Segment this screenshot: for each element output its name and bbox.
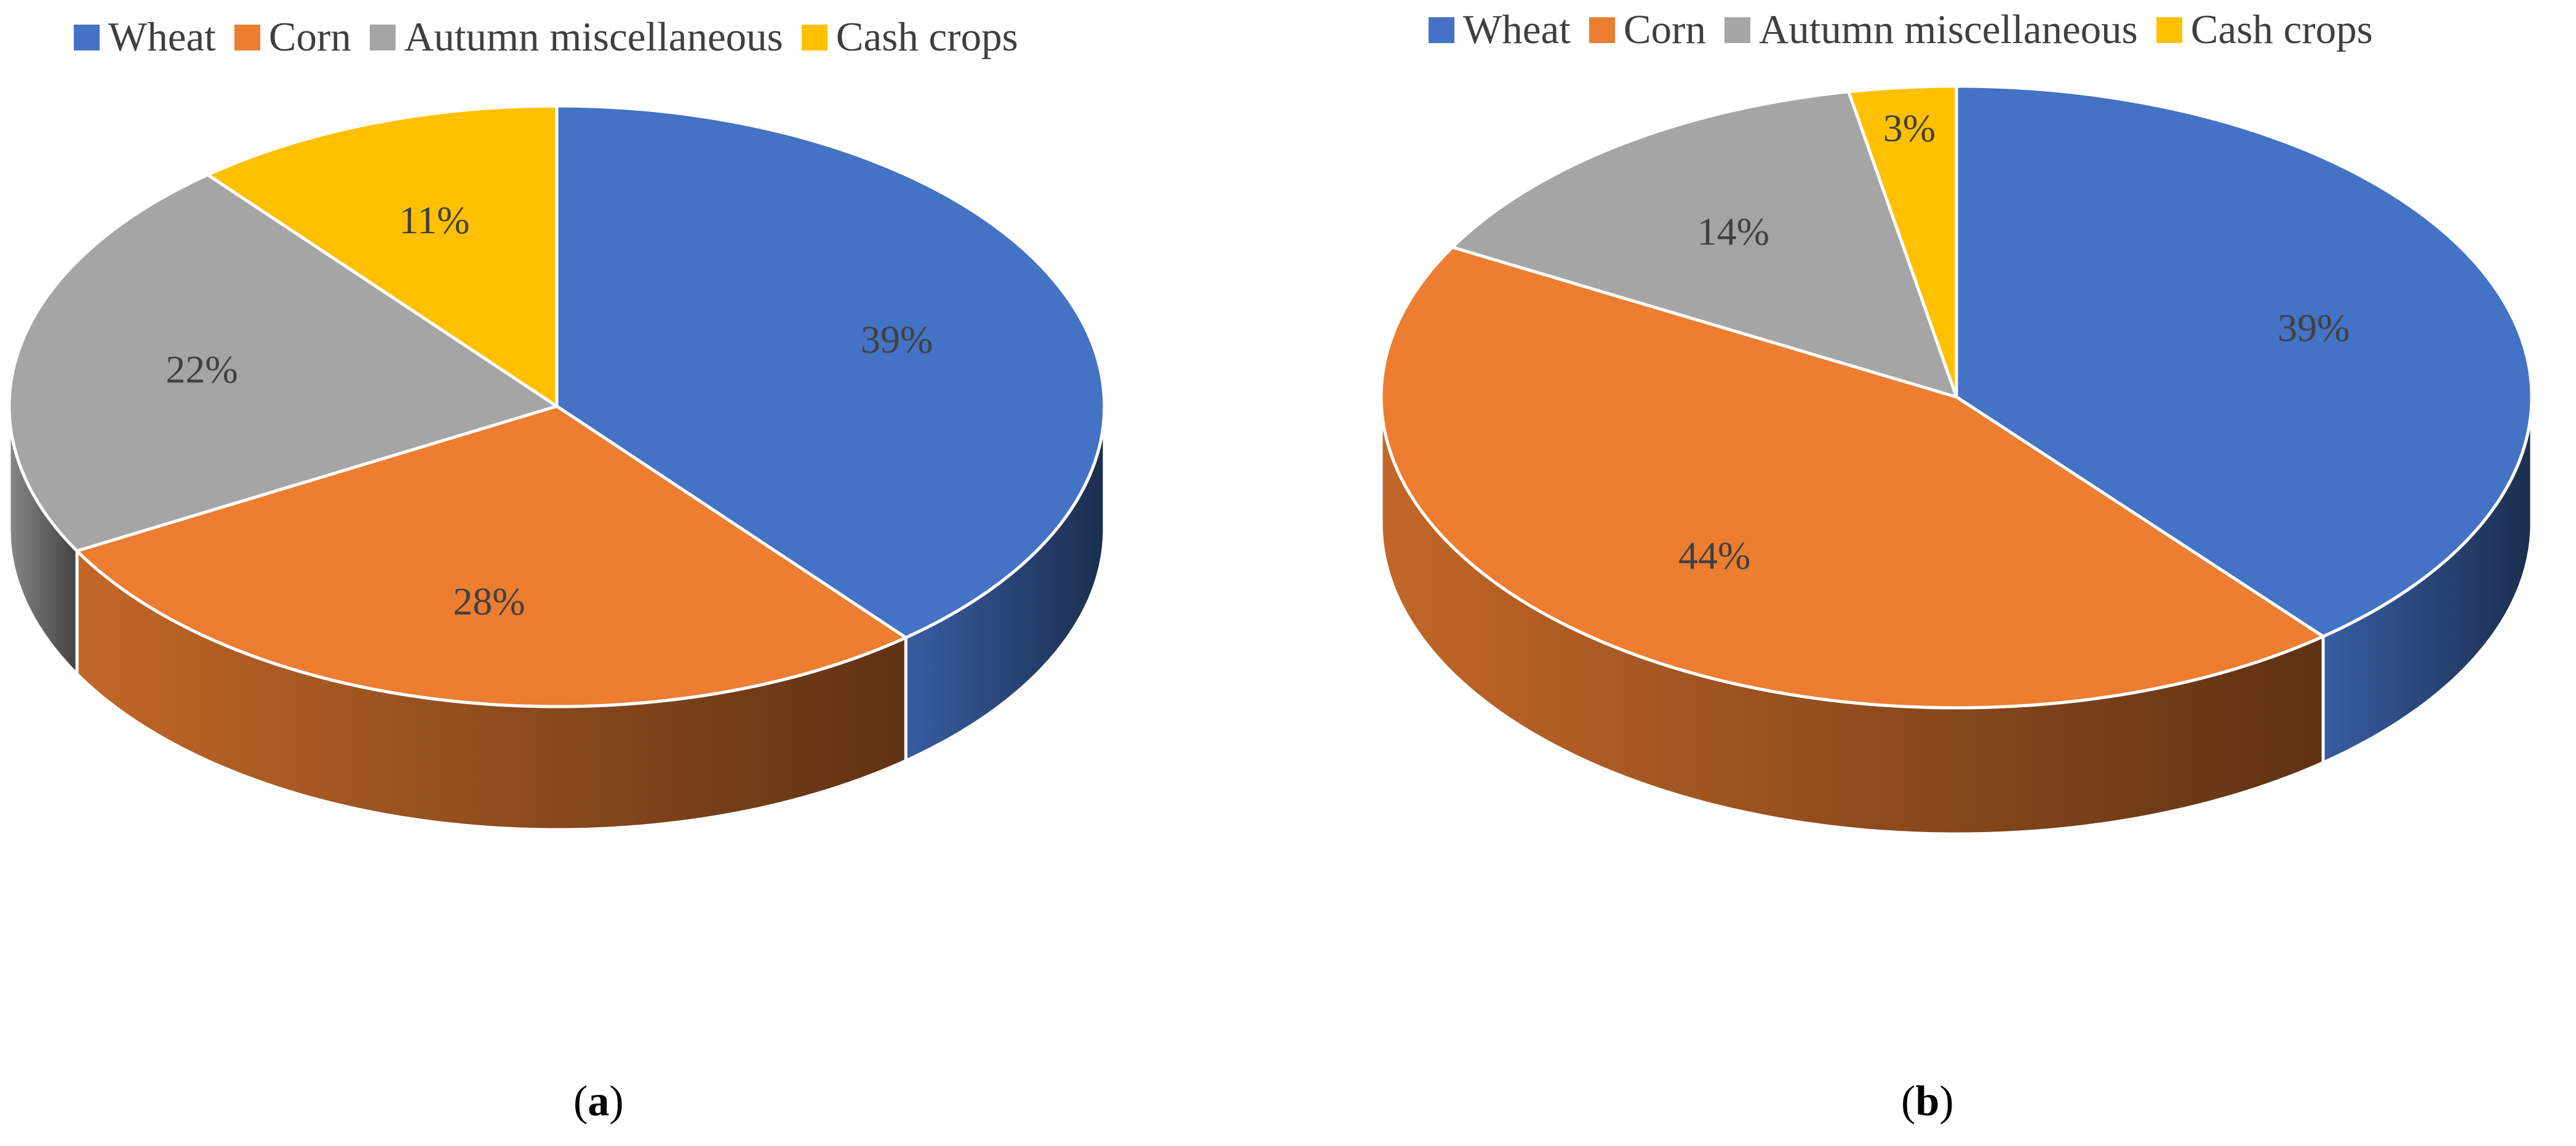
pie-slice-cash-crops — [206, 104, 559, 408]
legend-item: Cash crops — [2156, 6, 2373, 54]
legend-label: Wheat — [1463, 7, 1571, 52]
legend-label: Autumn miscellaneous — [404, 14, 783, 60]
legend-label: Corn — [1623, 7, 1706, 52]
legend: Wheat Corn Autumn miscellaneous Cash crops — [74, 14, 1037, 61]
pie-slice-corn — [75, 404, 907, 708]
pie-top — [7, 104, 1106, 708]
pie-chart: 39% 44% 14% 3% — [1379, 84, 2534, 836]
legend-label: Corn — [268, 14, 351, 60]
legend-swatch — [1724, 17, 1750, 43]
data-label: 3% — [1883, 106, 1936, 150]
data-label: 39% — [861, 318, 933, 361]
pie-chart: 39% 28% 22% 11% — [7, 104, 1106, 831]
pie-slice-wheat — [555, 104, 1106, 639]
chart-panel-a: Wheat Corn Autumn miscellaneous Cash crops … — [0, 0, 1267, 1146]
data-label: 44% — [1678, 534, 1750, 577]
chart-panel-b: Wheat Corn Autumn miscellaneous Cash crops … — [1347, 0, 2576, 1146]
pie-slice-wheat — [1955, 84, 2534, 638]
legend-item: Cash crops — [801, 14, 1018, 61]
data-label: 39% — [2278, 306, 2350, 350]
legend-label: Cash crops — [835, 14, 1018, 60]
legend-label: Autumn miscellaneous — [1758, 7, 2138, 52]
panel-label: (a) — [573, 1078, 624, 1125]
legend-item: Corn — [1589, 6, 1706, 54]
legend-swatch — [1429, 17, 1454, 43]
legend-swatch — [2156, 17, 2182, 43]
legend-swatch — [1589, 17, 1615, 43]
pie-top — [1379, 84, 2534, 710]
legend-swatch — [234, 24, 260, 50]
legend-swatch — [74, 24, 100, 50]
legend-item: Wheat — [1429, 6, 1571, 54]
legend: Wheat Corn Autumn miscellaneous Cash crops — [1429, 6, 2391, 54]
legend-item: Autumn miscellaneous — [369, 14, 783, 61]
legend-label: Wheat — [108, 14, 216, 60]
legend-item: Corn — [234, 14, 351, 61]
data-label: 22% — [165, 348, 237, 391]
pie-slice-autumn-miscellaneous — [1451, 90, 1958, 399]
legend-label: Cash crops — [2190, 7, 2373, 52]
legend-item: Wheat — [74, 14, 216, 61]
panel-label: (b) — [1901, 1078, 1954, 1125]
legend-item: Autumn miscellaneous — [1724, 6, 2138, 54]
data-label: 11% — [399, 198, 470, 242]
legend-swatch — [801, 24, 827, 50]
pie-slice-autumn-miscellaneous — [7, 173, 559, 553]
legend-swatch — [369, 24, 396, 50]
data-label: 28% — [453, 579, 525, 623]
data-label: 14% — [1697, 209, 1769, 253]
pie-slice-corn — [1379, 246, 2325, 710]
pie-slice-cash-crops — [1847, 84, 1958, 399]
